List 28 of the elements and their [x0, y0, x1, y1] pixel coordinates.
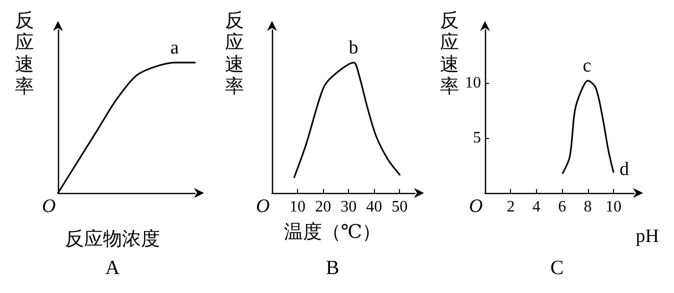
- text: O: [469, 196, 483, 217]
- x-axis-title: pH: [636, 226, 660, 247]
- y-axis-title: 反应速率: [15, 10, 34, 98]
- x-tick-label: 20: [315, 198, 332, 216]
- annotation: c: [582, 56, 592, 77]
- x-tick-label: 6: [558, 198, 566, 216]
- x-tick-label: 30: [340, 198, 357, 216]
- x-tick-label: 50: [392, 198, 408, 216]
- x-axis-title: 温度（℃）: [284, 221, 382, 243]
- x-tick-label: 10: [290, 198, 306, 216]
- text: B: [326, 257, 340, 279]
- annotation: b: [348, 38, 358, 59]
- x-tick-label: 2: [506, 198, 515, 216]
- y-tick-label: 5: [473, 129, 481, 146]
- x-tick-label: 40: [366, 198, 382, 216]
- text: O: [256, 196, 270, 217]
- y-axis-title: 反应速率: [440, 10, 459, 98]
- line-series: [562, 80, 614, 174]
- annotation: d: [619, 159, 630, 180]
- text: A: [105, 257, 120, 279]
- text: C: [550, 257, 564, 279]
- y-axis-title: 反应速率: [225, 10, 244, 98]
- text: O: [42, 196, 56, 217]
- x-tick-label: 8: [584, 198, 592, 216]
- x-axis-title: 反应物浓度: [65, 228, 160, 250]
- annotation: a: [170, 38, 180, 59]
- x-tick-label: 4: [532, 198, 540, 216]
- x-tick-label: 10: [605, 198, 622, 216]
